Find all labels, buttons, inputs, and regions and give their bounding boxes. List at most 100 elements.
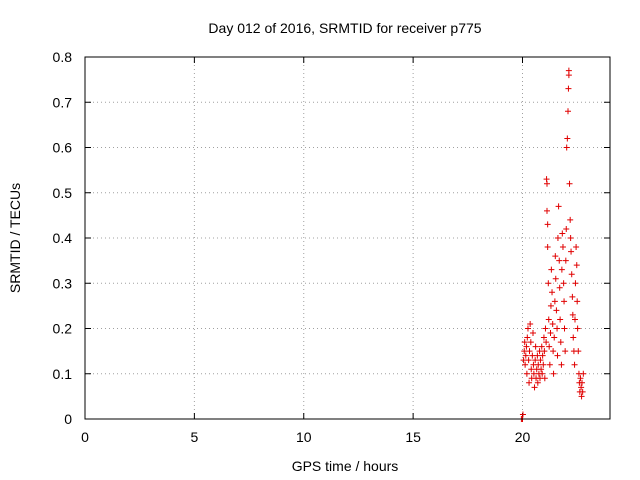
data-point: [575, 348, 582, 355]
data-point: [522, 352, 529, 359]
data-point: [530, 330, 536, 337]
y-tick-label: 0.8: [53, 49, 73, 65]
data-point: [528, 366, 535, 373]
data-point: [578, 393, 585, 400]
data-point: [559, 230, 566, 237]
data-point: [555, 203, 562, 210]
data-point: [569, 311, 576, 318]
data-point: [538, 343, 545, 350]
data-point: [549, 289, 556, 296]
data-point: [527, 320, 534, 327]
data-point: [558, 361, 565, 368]
data-point: [567, 235, 574, 241]
y-tick-label: 0.2: [53, 321, 73, 337]
y-tick-label: 0.1: [53, 366, 73, 382]
y-tick-label: 0.3: [53, 275, 73, 291]
x-tick-label: 0: [81, 429, 89, 445]
data-point: [580, 370, 587, 377]
y-tick-label: 0: [64, 411, 72, 427]
data-point: [543, 339, 550, 346]
data-point: [524, 334, 531, 341]
data-point: [553, 307, 560, 314]
data-point: [550, 370, 557, 377]
data-point: [557, 339, 564, 346]
data-point: [573, 244, 580, 251]
y-axis-label: SRMTID / TECUs: [7, 183, 23, 293]
data-point: [560, 280, 567, 287]
data-point: [546, 343, 553, 350]
data-point: [523, 370, 530, 377]
y-tick-label: 0.7: [53, 94, 73, 110]
data-point: [541, 375, 548, 382]
data-point: [554, 352, 561, 359]
data-point: [565, 85, 572, 92]
data-point: [552, 253, 559, 260]
data-point: [568, 248, 575, 255]
data-point: [572, 280, 579, 287]
data-point: [544, 180, 550, 187]
data-point: [561, 298, 568, 305]
data-point: [571, 361, 578, 368]
data-point: [530, 370, 537, 377]
data-point: [556, 257, 563, 264]
data-point: [544, 244, 551, 251]
x-tick-label: 20: [515, 429, 531, 445]
data-points: [518, 67, 587, 422]
data-point: [523, 343, 530, 350]
data-point: [579, 379, 585, 386]
data-point: [561, 325, 568, 332]
data-point: [526, 348, 533, 355]
y-tick-label: 0.6: [53, 140, 73, 156]
data-point: [557, 316, 564, 323]
data-point: [521, 348, 528, 355]
data-point: [532, 357, 539, 364]
plot-frame: [84, 56, 611, 420]
x-axis-label: GPS time / hours: [292, 458, 399, 474]
data-point: [558, 266, 565, 273]
x-tick-label: 10: [296, 429, 312, 445]
data-point: [527, 339, 534, 346]
data-point: [554, 235, 561, 241]
data-point: [546, 361, 553, 368]
y-tick-label: 0.5: [53, 185, 73, 201]
data-point: [554, 325, 561, 332]
data-point: [548, 266, 555, 273]
data-point: [565, 108, 571, 115]
data-point: [570, 334, 577, 341]
data-point: [559, 244, 566, 251]
data-point: [562, 348, 569, 355]
data-point: [563, 225, 570, 232]
y-tick-label: 0.4: [53, 230, 73, 246]
data-point: [562, 257, 569, 264]
grid-lines: [85, 57, 610, 419]
data-point: [532, 343, 539, 350]
data-point: [574, 298, 581, 305]
data-point: [579, 388, 586, 395]
data-point: [569, 293, 576, 300]
data-point: [524, 325, 531, 332]
data-point: [564, 135, 571, 142]
data-point: [573, 262, 580, 269]
data-point: [572, 316, 578, 323]
data-point: [525, 357, 532, 364]
data-point: [578, 384, 585, 391]
data-point: [550, 348, 557, 355]
data-point: [566, 180, 573, 187]
x-tick-labels: 0 5 10 15 20: [81, 429, 530, 445]
x-tick-label: 15: [405, 429, 421, 445]
data-point: [540, 361, 547, 368]
data-point: [545, 280, 552, 287]
data-point: [519, 411, 526, 418]
data-point: [531, 384, 538, 391]
data-point: [556, 284, 563, 291]
data-point: [549, 320, 556, 327]
data-point: [534, 352, 541, 359]
data-point: [540, 334, 547, 341]
data-point: [539, 370, 546, 377]
data-point: [568, 271, 575, 278]
data-point: [544, 207, 550, 214]
data-point: [563, 144, 570, 151]
chart-title: Day 012 of 2016, SRMTID for receiver p77…: [208, 20, 481, 36]
data-point: [538, 366, 545, 373]
